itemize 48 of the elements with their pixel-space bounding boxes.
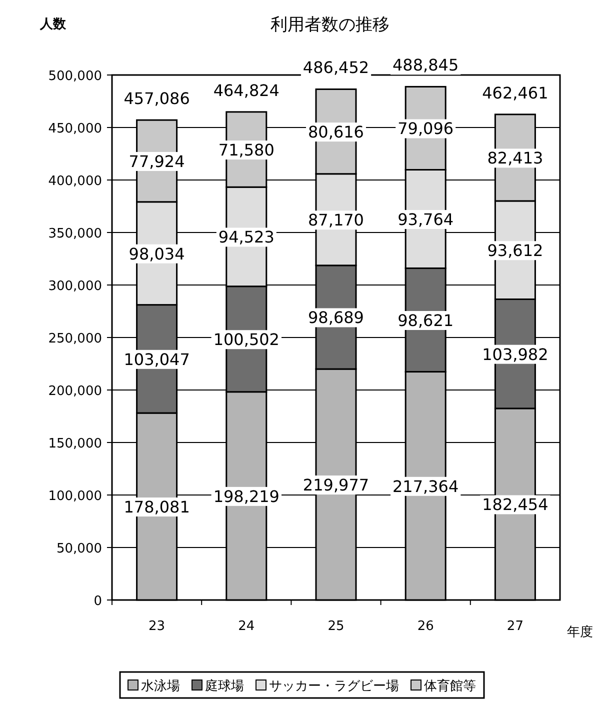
data-label: 219,977 <box>302 476 370 495</box>
legend-label: サッカー・ラグビー場 <box>269 679 399 694</box>
data-label: 98,689 <box>308 308 364 328</box>
data-label: 77,924 <box>128 152 185 171</box>
total-label: 462,461 <box>482 83 548 102</box>
total-label: 457,086 <box>124 89 190 108</box>
x-tick-label: 26 <box>417 619 434 634</box>
y-axis-title: 人数 <box>39 17 67 32</box>
y-tick-label: 250,000 <box>48 332 102 346</box>
data-label: 103,982 <box>482 344 548 364</box>
data-label: 82,413 <box>487 148 544 168</box>
data-label: 100,502 <box>213 330 280 350</box>
data-label: 98,621 <box>398 310 454 330</box>
x-tick-label: 25 <box>328 619 344 634</box>
data-label: 217,364 <box>392 476 459 496</box>
data-label: 93,764 <box>398 210 454 229</box>
data-label: 80,616 <box>308 122 364 142</box>
data-label: 103,047 <box>124 350 190 369</box>
y-tick-label: 200,000 <box>48 384 102 399</box>
total-label: 464,824 <box>213 80 280 100</box>
y-tick-label: 500,000 <box>48 69 102 84</box>
data-label: 94,523 <box>218 228 274 247</box>
total-label: 488,845 <box>392 56 459 75</box>
data-label: 71,580 <box>218 140 274 160</box>
x-tick-label: 24 <box>238 619 255 634</box>
y-tick-label: 300,000 <box>48 279 102 294</box>
x-tick-label: 23 <box>148 619 166 634</box>
data-label: 98,034 <box>128 244 185 264</box>
data-label: 178,081 <box>124 498 190 517</box>
y-tick-label: 400,000 <box>48 174 102 189</box>
legend-label: 体育館等 <box>424 678 476 694</box>
data-label: 93,612 <box>487 241 544 260</box>
legend-label: 庭球場 <box>205 679 244 694</box>
chart-title: 利用者数の推移 <box>270 15 390 35</box>
data-label: 79,096 <box>398 119 454 138</box>
y-tick-label: 450,000 <box>48 122 102 136</box>
data-label: 198,219 <box>213 486 280 506</box>
y-tick-label: 150,000 <box>48 436 102 452</box>
y-tick-label: 100,000 <box>48 489 102 504</box>
data-label: 182,454 <box>482 495 548 514</box>
y-tick-label: 0 <box>94 594 102 609</box>
legend-label: 水泳場 <box>141 678 180 694</box>
x-tick-label: 27 <box>506 619 524 634</box>
total-label: 486,452 <box>302 58 370 78</box>
data-label: 87,170 <box>308 210 364 230</box>
x-axis-title: 年度 <box>567 624 593 640</box>
y-tick-label: 350,000 <box>48 226 102 242</box>
y-tick-label: 50,000 <box>56 542 102 556</box>
